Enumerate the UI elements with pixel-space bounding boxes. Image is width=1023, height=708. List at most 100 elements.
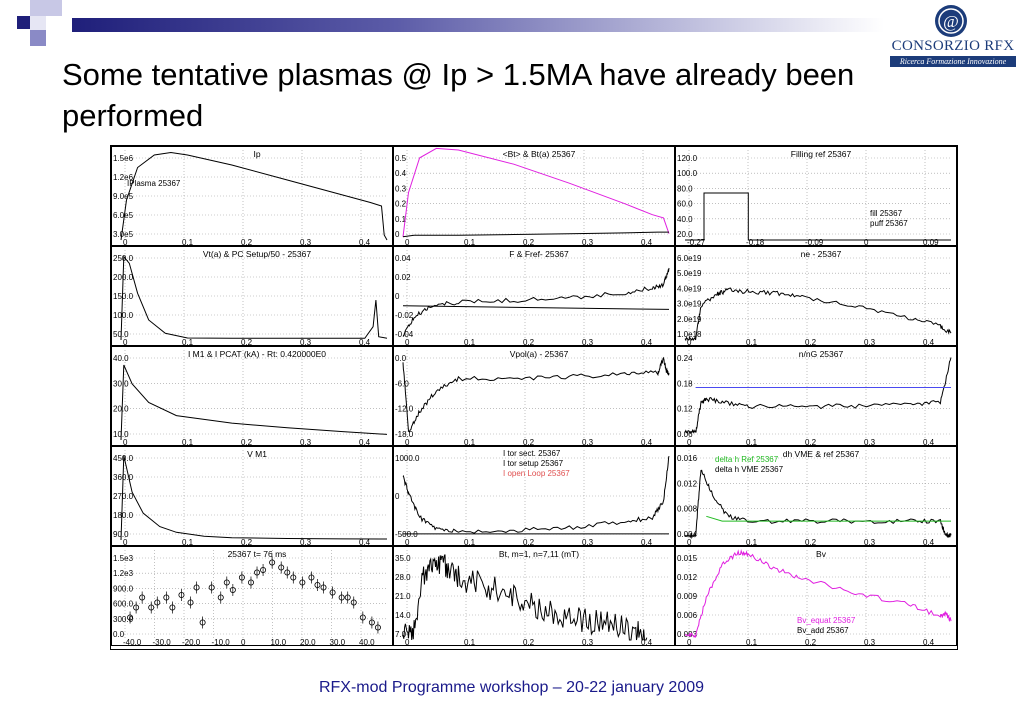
plot-panel: 0 0.1 0.2 0.3 0.4 7.0 14.0 21.0 28.0 35.0 Bt, m=1,… (393, 546, 675, 646)
series-line (684, 469, 952, 540)
y-tick-label: 0.003 (677, 630, 698, 639)
x-tick-label: 0.4 (641, 438, 653, 446)
x-tick-label: 0.1 (182, 238, 194, 246)
x-tick-label: -0.09 (805, 238, 824, 246)
plot-panel: 0 0.1 0.2 0.3 0.4 90.0 180.0 270.0 360.0 450.0 V M… (111, 446, 393, 546)
data-point (314, 582, 321, 589)
plot-frame (111, 146, 393, 246)
y-tick-label: 3.0e19 (677, 300, 702, 309)
y-tick-label: -500.0 (395, 530, 418, 539)
y-tick-label: 0 (395, 492, 400, 501)
y-tick-label: -0.02 (395, 311, 414, 320)
slide-title: Some tentative plasmas @ Ip > 1.5MA have… (62, 57, 855, 133)
logo-emblem-icon: @ (935, 5, 967, 37)
data-point (127, 614, 134, 621)
x-tick-label: 0.2 (805, 438, 817, 446)
x-tick-label: 0.4 (359, 238, 371, 246)
consorzio-rfx-logo: @ CONSORZIO RFX Ricerca Formazione Innov… (888, 4, 1018, 67)
y-tick-label: 1000.0 (395, 454, 420, 463)
y-tick-label: 5.0e19 (677, 269, 702, 278)
data-point (217, 594, 224, 601)
series-line (120, 255, 388, 341)
y-tick-label: 6.0e5 (113, 211, 134, 220)
y-tick-label: 0.004 (677, 530, 698, 539)
data-point (238, 574, 245, 581)
y-tick-label: 0.04 (395, 254, 411, 263)
series-line (120, 455, 388, 541)
data-point (187, 599, 194, 606)
y-tick-label: -6.0 (395, 379, 409, 388)
y-tick-label: 9.0e5 (113, 192, 134, 201)
data-point (338, 594, 345, 601)
plot-frame (111, 246, 393, 346)
plot-title: <Bt> & Bt(a) 25367 (503, 149, 576, 159)
x-tick-label: 0.1 (182, 538, 194, 546)
y-tick-label: 120.0 (677, 154, 698, 163)
x-tick-label: 0.1 (464, 538, 476, 546)
y-tick-label: 14.0 (395, 611, 411, 620)
plot-svg: 0 0.1 0.2 0.3 0.4 0.003 0.006 0.009 0.012 0.015 Bv… (675, 546, 957, 646)
data-point (169, 604, 176, 611)
legend-entry: I tor setup 25367 (503, 459, 564, 468)
x-tick-label: 0 (405, 538, 410, 546)
x-tick-label: 0.1 (746, 538, 758, 546)
y-tick-label: 0.012 (677, 573, 698, 582)
plot-title: ne - 25367 (801, 249, 842, 259)
y-tick-label: 20.0 (677, 230, 693, 239)
plot-panel: 0 0.1 0.2 0.3 0.4 0.06 0.12 0.18 0.24 n/nG 25367 (675, 346, 957, 446)
plot-frame (111, 346, 393, 446)
x-tick-label: 0.4 (641, 638, 653, 646)
data-point (368, 619, 375, 626)
x-tick-label: 0.4 (641, 538, 653, 546)
x-tick-label: 10.0 (271, 638, 287, 646)
plot-title: 25367 t= 76 ms (228, 549, 287, 559)
y-tick-label: 0.4 (395, 169, 407, 178)
data-point (329, 589, 336, 596)
plot-svg: 0 0.1 0.2 0.3 0.4 -18.0 -12.0 -6.0 0.0 Vpol(a) - … (393, 346, 675, 446)
x-tick-label: -20.0 (182, 638, 201, 646)
y-tick-label: 0.02 (395, 273, 411, 282)
plot-panel: 0 0.1 0.2 0.3 0.4 50.0 100.0 150.0 200.0 250.0 Vt(… (111, 246, 393, 346)
data-point (308, 574, 315, 581)
legend-entry: delta h VME 25367 (715, 465, 784, 474)
plot-svg: -40.0 -30.0 -20.0 -10.0 0 10.0 20.0 30.0 40.0 0.0… (111, 546, 393, 646)
x-tick-label: 0.3 (300, 238, 312, 246)
y-tick-label: 0.12 (677, 405, 693, 414)
y-tick-label: 20.0 (113, 405, 129, 414)
plot-title: Filling ref 25367 (791, 149, 852, 159)
y-tick-label: 0.0 (113, 630, 125, 639)
y-tick-label: 0 (395, 230, 400, 239)
y-tick-label: 270.0 (113, 492, 134, 501)
series-line (402, 455, 670, 534)
corner-squares-decoration (0, 0, 62, 46)
plot-frame (393, 146, 675, 246)
plot-svg: -0.27 -0.18 -0.09 0 0.09 20.0 40.0 60.0 80.0 100.… (675, 146, 957, 246)
plot-title: Ip (253, 149, 260, 159)
plot-frame (393, 446, 675, 546)
y-tick-label: 0.1 (395, 215, 407, 224)
y-tick-label: 150.0 (113, 292, 134, 301)
plot-svg: 0 0.1 0.2 0.3 0.410.020.030.040.0 I M1 & I PC… (111, 346, 393, 446)
logo-tagline: Ricerca Formazione Innovazione (890, 56, 1016, 67)
x-tick-label: 0.1 (746, 438, 758, 446)
series-line (120, 364, 388, 441)
data-point (139, 594, 146, 601)
series-line (120, 151, 388, 241)
header-gradient-bar (72, 18, 884, 32)
x-tick-label: 0.09 (923, 238, 939, 246)
y-tick-label: 0.009 (677, 592, 698, 601)
x-tick-label: 0.4 (641, 238, 653, 246)
y-tick-label: 0.016 (677, 454, 698, 463)
plot-frame (393, 246, 675, 346)
x-tick-label: 0.3 (300, 438, 312, 446)
y-tick-label: 0 (395, 292, 400, 301)
x-tick-label: 0.4 (641, 338, 653, 346)
data-point (178, 592, 185, 599)
plot-panel: 0 0.1 0.2 0.3 0.4 1.0e18 2.0e19 3.0e19 4.0e19 5.0… (675, 246, 957, 346)
y-tick-label: 180.0 (113, 511, 134, 520)
series-line (685, 192, 951, 241)
data-point (374, 624, 381, 631)
x-tick-label: 0.2 (805, 638, 817, 646)
series-line (684, 287, 952, 342)
